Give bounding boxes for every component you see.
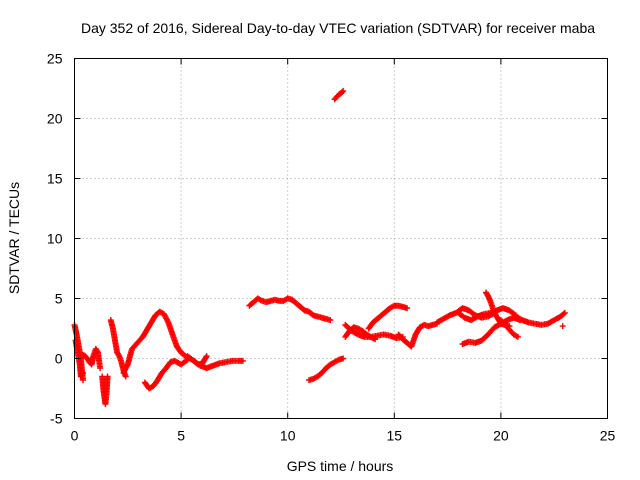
- series-arc-06: [120, 333, 146, 376]
- series-arc-16: [342, 324, 379, 343]
- x-axis-label: GPS time / hours: [287, 458, 394, 474]
- data-point: [97, 365, 104, 372]
- series-arc-14: [306, 355, 347, 384]
- x-tick-label: 25: [600, 428, 616, 444]
- y-tick-label: 0: [55, 351, 63, 367]
- data-point: [339, 89, 346, 96]
- data-point: [404, 305, 411, 312]
- series-arc-02: [72, 337, 87, 380]
- data-point: [372, 336, 379, 343]
- data-point: [561, 309, 568, 316]
- data-point: [239, 357, 246, 364]
- data-point: [203, 353, 210, 360]
- y-tick-label: 5: [55, 291, 63, 307]
- y-tick-label: 20: [47, 111, 63, 127]
- y-axis-label: SDTVAR / TECUs: [6, 182, 22, 294]
- series-arc-17: [365, 302, 411, 332]
- grid-layer: [74, 58, 608, 419]
- x-tick-label: 20: [493, 428, 509, 444]
- series-arc-09: [141, 356, 191, 392]
- x-tick-label: 5: [177, 428, 185, 444]
- y-tick-label: 10: [47, 231, 63, 247]
- series-arc-25: [559, 323, 566, 330]
- plot-frame: [74, 58, 608, 419]
- series-arc-13: [331, 87, 347, 103]
- x-tick-label: 10: [280, 428, 296, 444]
- x-tick-label: 0: [71, 428, 79, 444]
- data-point: [80, 369, 87, 376]
- data-point: [514, 333, 521, 340]
- data-point: [183, 357, 190, 364]
- y-tick-label: 15: [47, 171, 63, 187]
- axis-ticks: 0 5 10 15 20 25 -5 0 5 10 15 20 25: [47, 51, 616, 444]
- data-point: [79, 371, 86, 378]
- data-point: [327, 317, 334, 324]
- series-arc-07: [139, 308, 180, 350]
- series-arc-03: [80, 345, 104, 372]
- data-point: [340, 87, 347, 94]
- chart-title: Day 352 of 2016, Sidereal Day-to-day VTE…: [81, 20, 595, 36]
- data-point: [560, 310, 567, 317]
- data-point: [94, 348, 101, 355]
- series-arc-04: [99, 373, 111, 408]
- x-tick-label: 15: [387, 428, 403, 444]
- data-point: [122, 373, 129, 380]
- series-arc-10: [184, 353, 246, 372]
- data-marks: [71, 87, 568, 408]
- y-tick-label: -5: [50, 411, 63, 427]
- data-point: [80, 377, 87, 384]
- series-arc-12: [288, 296, 334, 324]
- y-tick-label: 25: [47, 51, 63, 67]
- data-point: [340, 355, 347, 362]
- series-arc-23: [497, 317, 521, 340]
- data-point: [202, 354, 209, 361]
- series-arc-20: [455, 305, 519, 324]
- series-arc-24: [512, 309, 568, 328]
- series-arc-18: [395, 320, 440, 350]
- data-point: [559, 323, 566, 330]
- data-point: [104, 373, 111, 380]
